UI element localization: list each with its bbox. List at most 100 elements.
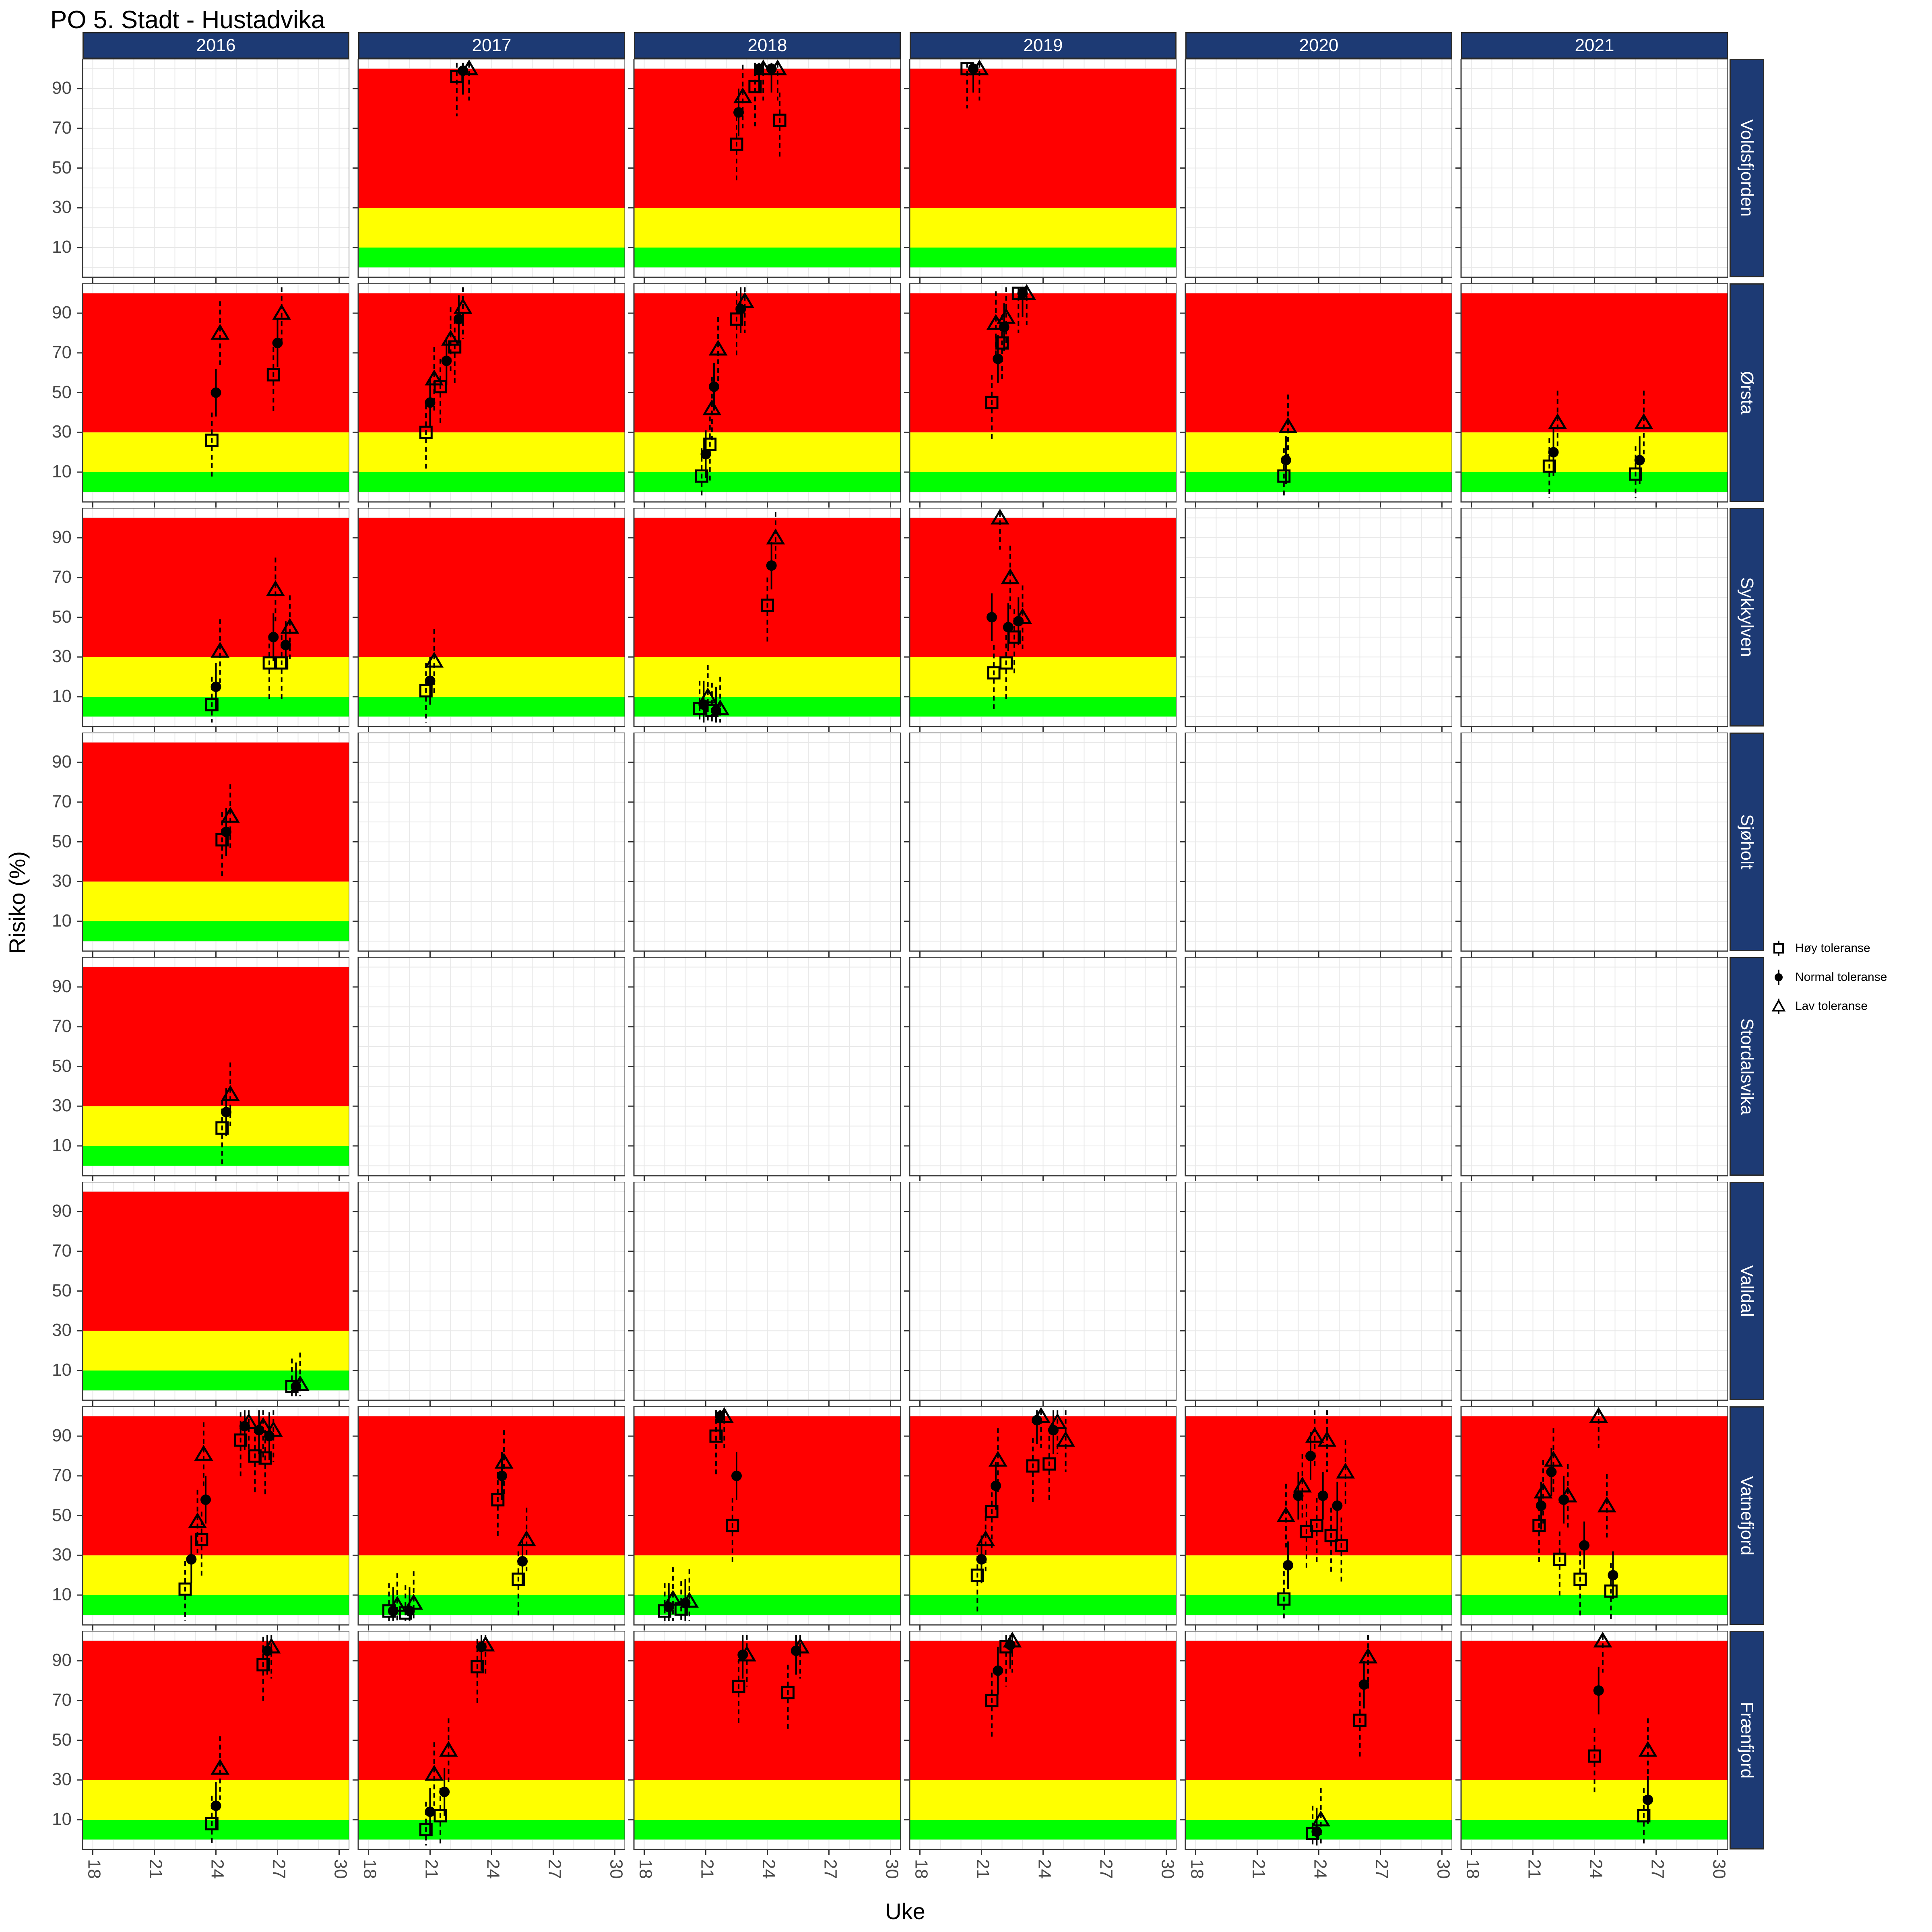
facet-strip-location-label: Vatnefjord xyxy=(1737,1476,1757,1556)
x-tick-label: 27 xyxy=(1372,1859,1392,1879)
x-tick-label: 18 xyxy=(360,1859,380,1879)
panel-Voldsfjorden-2020 xyxy=(1177,58,1453,286)
panel-Sjøholt-2021 xyxy=(1452,732,1729,960)
x-tick-label: 21 xyxy=(1249,1859,1269,1879)
x-tick-label: 21 xyxy=(697,1859,717,1879)
panel-Stordalsvika-2016 xyxy=(74,956,350,1185)
normal-toleranse-icon xyxy=(1775,970,1783,985)
panel-Ørsta-2016 xyxy=(74,283,350,511)
y-tick-label: 70 xyxy=(52,1465,72,1485)
x-tick-label: 24 xyxy=(207,1859,227,1879)
facet-strip-location-label: Stordalsvika xyxy=(1737,1018,1757,1115)
panel-Voldsfjorden-2021 xyxy=(1452,58,1729,286)
panel-Voldsfjorden-2017 xyxy=(349,58,626,286)
x-tick-label: 30 xyxy=(1158,1859,1178,1879)
facet-strip-location-Vatnefjord: Vatnefjord xyxy=(1730,1406,1764,1625)
y-tick-label: 70 xyxy=(52,1016,72,1036)
lav-toleranse-icon xyxy=(1771,999,1786,1014)
x-tick-label: 21 xyxy=(146,1859,166,1879)
facet-strip-location-label: Valldal xyxy=(1737,1265,1757,1317)
panel-Sykkylven-2017 xyxy=(349,507,626,735)
y-tick-label: 30 xyxy=(52,197,72,217)
panel-Vatnefjord-2021 xyxy=(1452,1406,1729,1634)
x-axis-title: Uke xyxy=(885,1899,925,1924)
y-tick-label: 70 xyxy=(52,342,72,362)
facet-strip-location-Ørsta: Ørsta xyxy=(1730,283,1764,502)
y-tick-label: 90 xyxy=(52,78,72,98)
y-tick-label: 10 xyxy=(52,461,72,481)
y-tick-label: 10 xyxy=(52,237,72,257)
x-tick-label: 24 xyxy=(1586,1859,1606,1879)
facet-strip-year-label: 2019 xyxy=(1023,35,1063,55)
y-tick-label: 90 xyxy=(52,1650,72,1670)
facet-strip-year-label: 2018 xyxy=(747,35,787,55)
facet-strip-year-2021: 2021 xyxy=(1461,32,1728,59)
hoy-toleranse-icon xyxy=(1773,941,1784,956)
panel-Frænfjord-2016 xyxy=(74,1630,350,1858)
y-tick-label: 70 xyxy=(52,118,72,138)
y-tick-label: 50 xyxy=(52,157,72,178)
y-tick-label: 90 xyxy=(52,303,72,323)
panel-Ørsta-2019 xyxy=(901,283,1177,511)
y-tick-label: 10 xyxy=(52,1584,72,1604)
y-tick-label: 70 xyxy=(52,567,72,587)
y-tick-label: 30 xyxy=(52,1545,72,1565)
y-tick-label: 90 xyxy=(52,527,72,547)
panel-Vatnefjord-2020 xyxy=(1177,1406,1453,1634)
chart-title: PO 5. Stadt - Hustadvika xyxy=(50,6,325,34)
x-tick-label: 24 xyxy=(759,1859,779,1879)
facet-strip-location-Sjøholt: Sjøholt xyxy=(1730,733,1764,951)
facet-strip-location-label: Sykkylven xyxy=(1737,577,1757,657)
x-tick-label: 24 xyxy=(483,1859,503,1879)
panel-Voldsfjorden-2019 xyxy=(901,58,1177,286)
panel-Ørsta-2021 xyxy=(1452,283,1729,511)
facet-strip-location-Stordalsvika: Stordalsvika xyxy=(1730,957,1764,1176)
x-tick-label: 18 xyxy=(1187,1859,1207,1879)
panel-Sjøholt-2017 xyxy=(349,732,626,960)
x-tick-label: 30 xyxy=(882,1859,902,1879)
panel-Frænfjord-2018 xyxy=(625,1630,902,1858)
panel-Sjøholt-2018 xyxy=(625,732,902,960)
panel-Frænfjord-2021 xyxy=(1452,1630,1729,1858)
y-tick-label: 10 xyxy=(52,1360,72,1380)
facet-strip-year-2018: 2018 xyxy=(634,32,901,59)
x-tick-label: 30 xyxy=(330,1859,351,1879)
panel-Valldal-2018 xyxy=(625,1181,902,1409)
panel-Stordalsvika-2019 xyxy=(901,956,1177,1185)
facet-strip-location-Sykkylven: Sykkylven xyxy=(1730,508,1764,727)
panel-Valldal-2016 xyxy=(74,1181,350,1409)
y-tick-label: 70 xyxy=(52,791,72,811)
y-tick-label: 50 xyxy=(52,1056,72,1076)
panel-Vatnefjord-2016 xyxy=(74,1406,350,1634)
panel-Valldal-2021 xyxy=(1452,1181,1729,1409)
x-tick-label: 27 xyxy=(1647,1859,1668,1879)
panel-Valldal-2017 xyxy=(349,1181,626,1409)
panel-Stordalsvika-2020 xyxy=(1177,956,1453,1185)
y-tick-label: 30 xyxy=(52,422,72,442)
legend-item-label: Lav toleranse xyxy=(1795,999,1868,1013)
x-tick-label: 27 xyxy=(1096,1859,1116,1879)
facet-strip-year-2020: 2020 xyxy=(1185,32,1452,59)
facet-strip-year-2017: 2017 xyxy=(358,32,625,59)
panel-Voldsfjorden-2018 xyxy=(625,58,902,286)
panel-Sjøholt-2016 xyxy=(74,732,350,960)
y-tick-label: 90 xyxy=(52,1201,72,1221)
panel-Sykkylven-2021 xyxy=(1452,507,1729,735)
y-tick-label: 50 xyxy=(52,607,72,627)
panel-Ørsta-2018 xyxy=(625,283,902,511)
legend-item-label: Normal toleranse xyxy=(1795,970,1887,984)
facet-strip-location-label: Sjøholt xyxy=(1737,814,1757,869)
y-tick-label: 30 xyxy=(52,646,72,667)
x-tick-label: 18 xyxy=(1463,1859,1483,1879)
x-tick-label: 27 xyxy=(269,1859,289,1879)
y-tick-label: 10 xyxy=(52,1809,72,1829)
panel-Vatnefjord-2017 xyxy=(349,1406,626,1634)
panel-Ørsta-2017 xyxy=(349,283,626,511)
x-tick-label: 24 xyxy=(1310,1859,1330,1879)
panel-Stordalsvika-2018 xyxy=(625,956,902,1185)
y-axis-title: Risiko (%) xyxy=(4,851,30,954)
facet-strip-year-2016: 2016 xyxy=(83,32,349,59)
y-tick-label: 50 xyxy=(52,1730,72,1750)
legend-item-circle: Normal toleranse xyxy=(1769,963,1887,992)
